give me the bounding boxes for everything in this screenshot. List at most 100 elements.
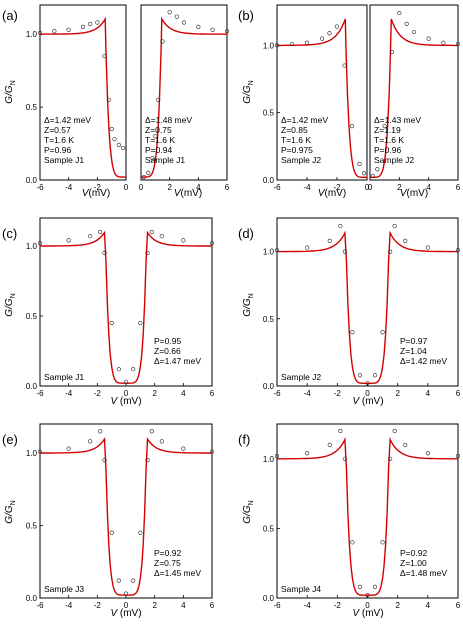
x-tick-label: 4 xyxy=(181,601,186,610)
x-tick-label: -2 xyxy=(334,601,342,610)
data-point xyxy=(109,126,114,132)
data-point xyxy=(145,250,150,256)
x-tick-label: -6 xyxy=(273,183,281,192)
data-point xyxy=(131,367,136,372)
y-axis-label: G/GN xyxy=(4,293,17,316)
x-axis-var: V xyxy=(318,188,326,199)
data-point xyxy=(426,36,431,41)
data-point xyxy=(80,24,86,29)
data-point xyxy=(106,97,111,102)
data-point xyxy=(37,449,43,454)
annotation: P=0.94 xyxy=(145,145,172,155)
x-axis-label: V(mV) xyxy=(82,188,110,199)
x-tick-label: 2 xyxy=(167,183,172,192)
data-point xyxy=(357,584,363,589)
annotation: P=0.96 xyxy=(374,145,401,155)
data-point xyxy=(361,171,367,176)
data-point xyxy=(102,53,107,59)
plot-frame xyxy=(276,4,368,181)
x-axis-var: V xyxy=(352,396,360,407)
y-tick-label: 0.5 xyxy=(26,312,38,321)
x-axis-unit: (mV) xyxy=(117,608,141,619)
data-point xyxy=(196,24,201,29)
panel-label: (a) xyxy=(2,8,18,23)
data-point xyxy=(167,10,172,15)
annotation: T=1.6 K xyxy=(44,135,74,145)
y-tick-label: 1.0 xyxy=(26,449,38,458)
data-point xyxy=(349,124,355,129)
annotation: Z=1.00 xyxy=(400,558,427,568)
fit-curve xyxy=(40,437,212,596)
sample-label: Sample J1 xyxy=(145,155,185,165)
data-point xyxy=(372,373,378,378)
y-axis-label: G/GN xyxy=(4,500,17,523)
annotation: Z=0.57 xyxy=(44,125,71,135)
data-point xyxy=(116,578,121,583)
data-point xyxy=(327,31,332,36)
annotation: Z=1.04 xyxy=(400,346,427,356)
data-point xyxy=(174,14,179,19)
panel-label: (d) xyxy=(238,226,254,241)
annotation: Z=0.75 xyxy=(145,125,172,135)
data-point xyxy=(305,451,310,456)
x-axis-label: V(mV) xyxy=(318,188,346,199)
x-tick-label: -2 xyxy=(334,389,342,398)
data-point xyxy=(66,27,71,32)
x-axis-var: V xyxy=(82,188,90,199)
data-point xyxy=(88,439,93,444)
x-tick-label: 6 xyxy=(456,601,461,610)
data-point xyxy=(145,458,150,463)
data-point xyxy=(327,238,332,243)
data-point xyxy=(404,21,409,26)
x-tick-label: -2 xyxy=(94,601,102,610)
y-tick-label: 1.0 xyxy=(26,30,38,39)
x-tick-label: -6 xyxy=(36,601,44,610)
data-point xyxy=(388,249,393,254)
data-point xyxy=(153,134,158,139)
x-tick-label: -2 xyxy=(333,183,341,192)
data-point xyxy=(109,530,114,535)
annotation: Δ=1.42 meV xyxy=(400,356,447,366)
y-tick-label: 0.0 xyxy=(26,594,38,603)
x-axis-unit: (mV) xyxy=(359,396,383,407)
x-tick-label: 0 xyxy=(124,183,129,192)
sample-label: Sample J4 xyxy=(281,584,321,594)
data-point xyxy=(141,174,146,180)
data-point xyxy=(123,379,129,384)
x-tick-label: 4 xyxy=(426,601,431,610)
sample-label: Sample J1 xyxy=(44,155,84,165)
y-tick-label: 0.0 xyxy=(263,594,275,603)
x-tick-label: 0 xyxy=(124,601,129,610)
data-point xyxy=(149,429,154,434)
data-point xyxy=(342,63,347,68)
annotation: T=1.6 K xyxy=(145,135,175,145)
x-axis-var: V xyxy=(174,188,182,199)
data-point xyxy=(102,250,107,256)
x-tick-label: -2 xyxy=(94,183,102,192)
sample-label: Sample J2 xyxy=(374,155,414,165)
x-tick-label: 0 xyxy=(124,389,129,398)
data-point xyxy=(138,320,143,326)
data-point xyxy=(338,428,343,434)
data-point xyxy=(150,156,155,161)
data-point xyxy=(388,456,393,461)
x-tick-label: -4 xyxy=(65,183,73,192)
data-point xyxy=(88,21,93,27)
y-axis-label-sub: N xyxy=(248,293,255,298)
fit-curve xyxy=(40,16,126,178)
y-axis-label-sub: N xyxy=(10,293,17,298)
plot-frame xyxy=(39,4,127,181)
x-tick-label: 2 xyxy=(152,389,157,398)
data-point xyxy=(98,229,103,235)
data-point xyxy=(372,584,378,589)
fit-curve xyxy=(277,230,458,384)
y-tick-label: 0.0 xyxy=(263,176,275,185)
data-point xyxy=(159,234,164,239)
y-tick-label: 1.0 xyxy=(26,242,38,251)
y-axis-label: G/GN xyxy=(242,80,255,103)
data-point xyxy=(95,20,100,25)
data-point xyxy=(382,124,387,129)
data-point xyxy=(160,39,165,44)
data-point xyxy=(116,367,121,372)
